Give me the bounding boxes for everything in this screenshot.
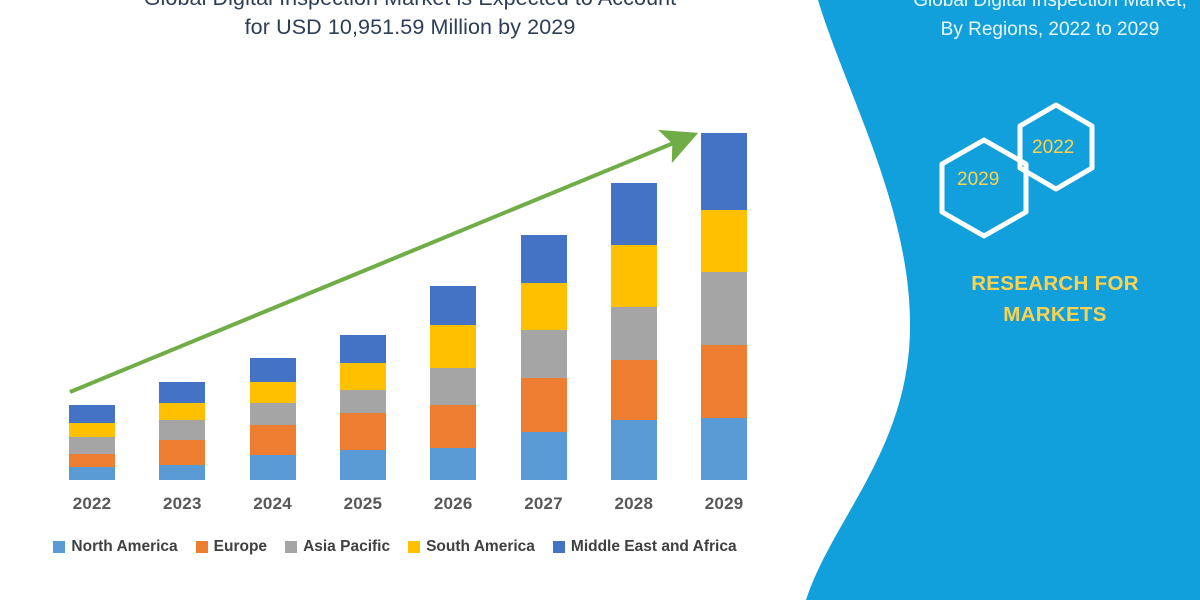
legend-item[interactable]: Middle East and Africa: [552, 538, 737, 556]
bar-segment[interactable]: [430, 368, 477, 405]
bar-2025[interactable]: [339, 335, 386, 480]
legend-swatch-icon: [53, 541, 66, 553]
x-axis-tick-2028: 2028: [614, 494, 654, 513]
hexagon-2029-label: 2029: [957, 169, 1000, 190]
x-axis-tick-2024: 2024: [253, 494, 292, 513]
bar-segment[interactable]: [159, 420, 206, 440]
bar-segment[interactable]: [701, 418, 748, 480]
panel-title: Global Digital Inspection Market, By Reg…: [905, 0, 1195, 44]
panel-title-line-2: By Regions, 2022 to 2029: [940, 19, 1160, 40]
bar-segment[interactable]: [249, 425, 296, 455]
x-axis-labels: 2022 2023 2024 2025 2026 2027 2028 2029: [0, 494, 790, 518]
bar-segment[interactable]: [249, 382, 296, 403]
bar-segment[interactable]: [430, 405, 477, 448]
bar-segment[interactable]: [610, 420, 657, 480]
bar-segment[interactable]: [159, 440, 206, 465]
legend-item[interactable]: North America: [53, 538, 178, 556]
x-axis-tick-2029: 2029: [704, 494, 744, 513]
legend-swatch-icon: [195, 541, 208, 553]
bar-segment[interactable]: [701, 133, 748, 210]
bar-2028[interactable]: [610, 183, 657, 480]
bar-segment[interactable]: [339, 390, 386, 413]
bar-segment[interactable]: [339, 413, 386, 450]
bar-segment[interactable]: [249, 403, 296, 425]
legend-item[interactable]: South America: [408, 538, 535, 556]
legend-item[interactable]: Asia Pacific: [285, 538, 390, 556]
bar-segment[interactable]: [701, 345, 748, 418]
legend-label: Asia Pacific: [303, 538, 391, 555]
legend-item[interactable]: Europe: [195, 538, 268, 556]
legend-label: Middle East and Africa: [570, 538, 737, 555]
bar-2026[interactable]: [430, 286, 477, 480]
bar-segment[interactable]: [159, 403, 206, 420]
bar-segment[interactable]: [430, 448, 477, 480]
bar-segment[interactable]: [159, 465, 206, 480]
legend-swatch-icon: [408, 541, 421, 553]
bar-segment[interactable]: [610, 360, 657, 420]
brand-line-2: MARKETS: [1003, 303, 1107, 326]
bar-segment[interactable]: [520, 432, 567, 480]
x-axis-tick-2025: 2025: [343, 494, 383, 513]
stacked-bar-chart: 2022 2023 2024 2025 2026 2027 2028 2029 North A…: [0, 129, 790, 556]
bar-segment[interactable]: [339, 335, 386, 363]
legend-label: Europe: [213, 538, 268, 555]
x-axis-tick-2027: 2027: [524, 494, 563, 513]
bar-2024[interactable]: [249, 358, 296, 480]
bar-segment[interactable]: [69, 467, 115, 480]
page-title-line-1: Global Digital Inspection Market is Expe…: [60, 0, 760, 13]
bar-segment[interactable]: [339, 363, 386, 390]
legend-swatch-icon: [285, 541, 298, 553]
bar-segment[interactable]: [249, 455, 296, 480]
x-axis-tick-2023: 2023: [162, 494, 202, 513]
legend-label: South America: [426, 538, 535, 555]
bar-segment[interactable]: [610, 183, 657, 245]
bar-segment[interactable]: [610, 245, 657, 307]
brand-name: RESEARCH FOR MARKETS: [930, 268, 1180, 330]
bar-segment[interactable]: [701, 210, 748, 272]
bar-segment[interactable]: [69, 454, 115, 467]
brand-line-1: RESEARCH FOR: [971, 272, 1139, 295]
x-axis-tick-2026: 2026: [433, 494, 473, 513]
bar-segment[interactable]: [701, 272, 748, 345]
bar-segment[interactable]: [69, 423, 115, 437]
bar-segment[interactable]: [430, 325, 477, 368]
bar-segment[interactable]: [610, 307, 657, 360]
bar-segment[interactable]: [249, 358, 296, 382]
bar-2027[interactable]: [520, 235, 567, 480]
chart-legend: North America Europe Asia Pacific South Ame…: [0, 538, 790, 556]
hexagon-2022-label: 2022: [1032, 137, 1075, 158]
bar-segment[interactable]: [520, 330, 567, 378]
bar-segment[interactable]: [69, 405, 115, 423]
legend-swatch-icon: [552, 541, 565, 553]
x-axis-tick-2022: 2022: [72, 494, 112, 513]
panel-title-line-1: Global Digital Inspection Market,: [913, 0, 1187, 11]
bar-segment[interactable]: [520, 283, 567, 330]
page-title-line-2: for USD 10,951.59 Million by 2029: [244, 15, 576, 39]
page-title: Global Digital Inspection Market is Expe…: [60, 0, 760, 42]
bar-segment[interactable]: [520, 235, 567, 283]
bar-2023[interactable]: [159, 382, 206, 480]
bar-2022[interactable]: [69, 405, 115, 480]
bar-2029[interactable]: [701, 133, 748, 480]
bar-segment[interactable]: [520, 378, 567, 432]
bar-segment[interactable]: [69, 437, 115, 454]
legend-label: North America: [71, 538, 178, 555]
bar-segment[interactable]: [430, 286, 477, 325]
panel-shape: [806, 0, 1200, 600]
bar-segment[interactable]: [339, 450, 386, 480]
bar-segment[interactable]: [159, 382, 206, 403]
